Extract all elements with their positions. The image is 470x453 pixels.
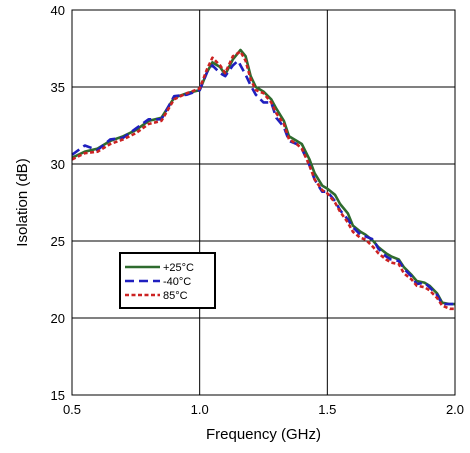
series-lines (71, 48, 455, 311)
legend-label: 85°C (163, 290, 188, 302)
series-line-3 (71, 50, 455, 311)
plot-area (72, 10, 455, 395)
y-tick-label: 30 (51, 157, 65, 172)
y-tick-label: 20 (51, 311, 65, 326)
x-tick-label: 1.5 (318, 402, 336, 417)
y-tick-label: 25 (51, 234, 65, 249)
x-tick-label: 1.0 (191, 402, 209, 417)
legend-label: +25°C (163, 262, 194, 274)
x-tick-label: 2.0 (446, 402, 464, 417)
legend-box (119, 252, 216, 309)
y-tick-label: 40 (51, 3, 65, 18)
y-tick-label: 15 (51, 388, 65, 403)
y-tick-label: 35 (51, 80, 65, 95)
plot-frame (71, 9, 456, 396)
x-tick-label: 0.5 (63, 402, 81, 417)
legend-label: -40°C (163, 276, 191, 288)
legend: +25°C -40°C 85°C (119, 252, 216, 309)
y-axis-title: Isolation (dB) (14, 158, 31, 246)
tick-labels: 0.5 1.0 1.5 2.0 15 20 25 30 35 40 (51, 3, 465, 417)
x-axis-title: Frequency (GHz) (206, 426, 321, 443)
